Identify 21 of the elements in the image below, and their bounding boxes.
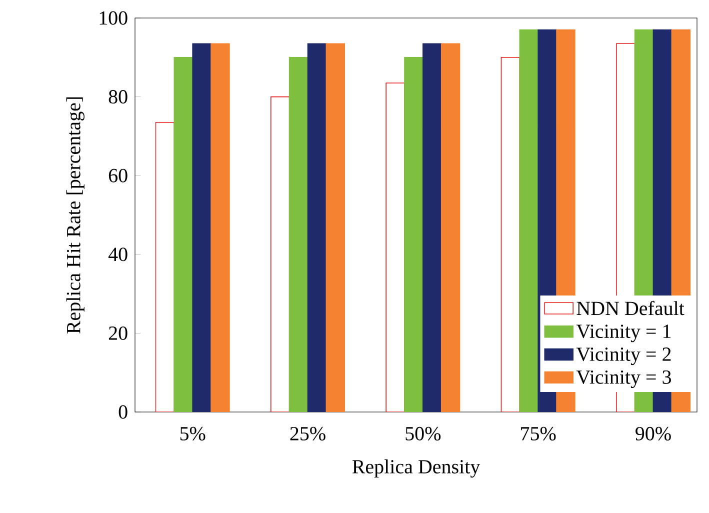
y-tick-label: 80 <box>108 90 128 104</box>
bar <box>155 122 175 412</box>
y-tick-label: 40 <box>108 248 128 262</box>
legend-label: Vicinity = 3 <box>576 370 671 388</box>
bar <box>270 96 290 412</box>
bar <box>386 82 405 412</box>
bar <box>500 56 520 412</box>
x-tick-label: 5% <box>180 426 206 440</box>
x-axis-title: Replica Density <box>352 459 480 478</box>
y-tick-label: 100 <box>100 11 128 25</box>
y-tick-label: 0 <box>118 405 128 419</box>
y-tick-label: 20 <box>108 326 128 340</box>
legend-label: NDN Default <box>576 300 684 316</box>
y-tick-label: 60 <box>108 168 128 182</box>
legend-label: Vicinity = 2 <box>576 348 671 366</box>
x-tick-label: 90% <box>636 426 671 440</box>
x-tick-label: 50% <box>406 426 441 440</box>
y-axis-title: Replica Hit Rate [percentage] <box>66 97 84 334</box>
x-tick-label: 75% <box>521 426 556 440</box>
x-tick-label: 25% <box>290 426 326 440</box>
legend-label: Vicinity = 1 <box>576 324 671 342</box>
